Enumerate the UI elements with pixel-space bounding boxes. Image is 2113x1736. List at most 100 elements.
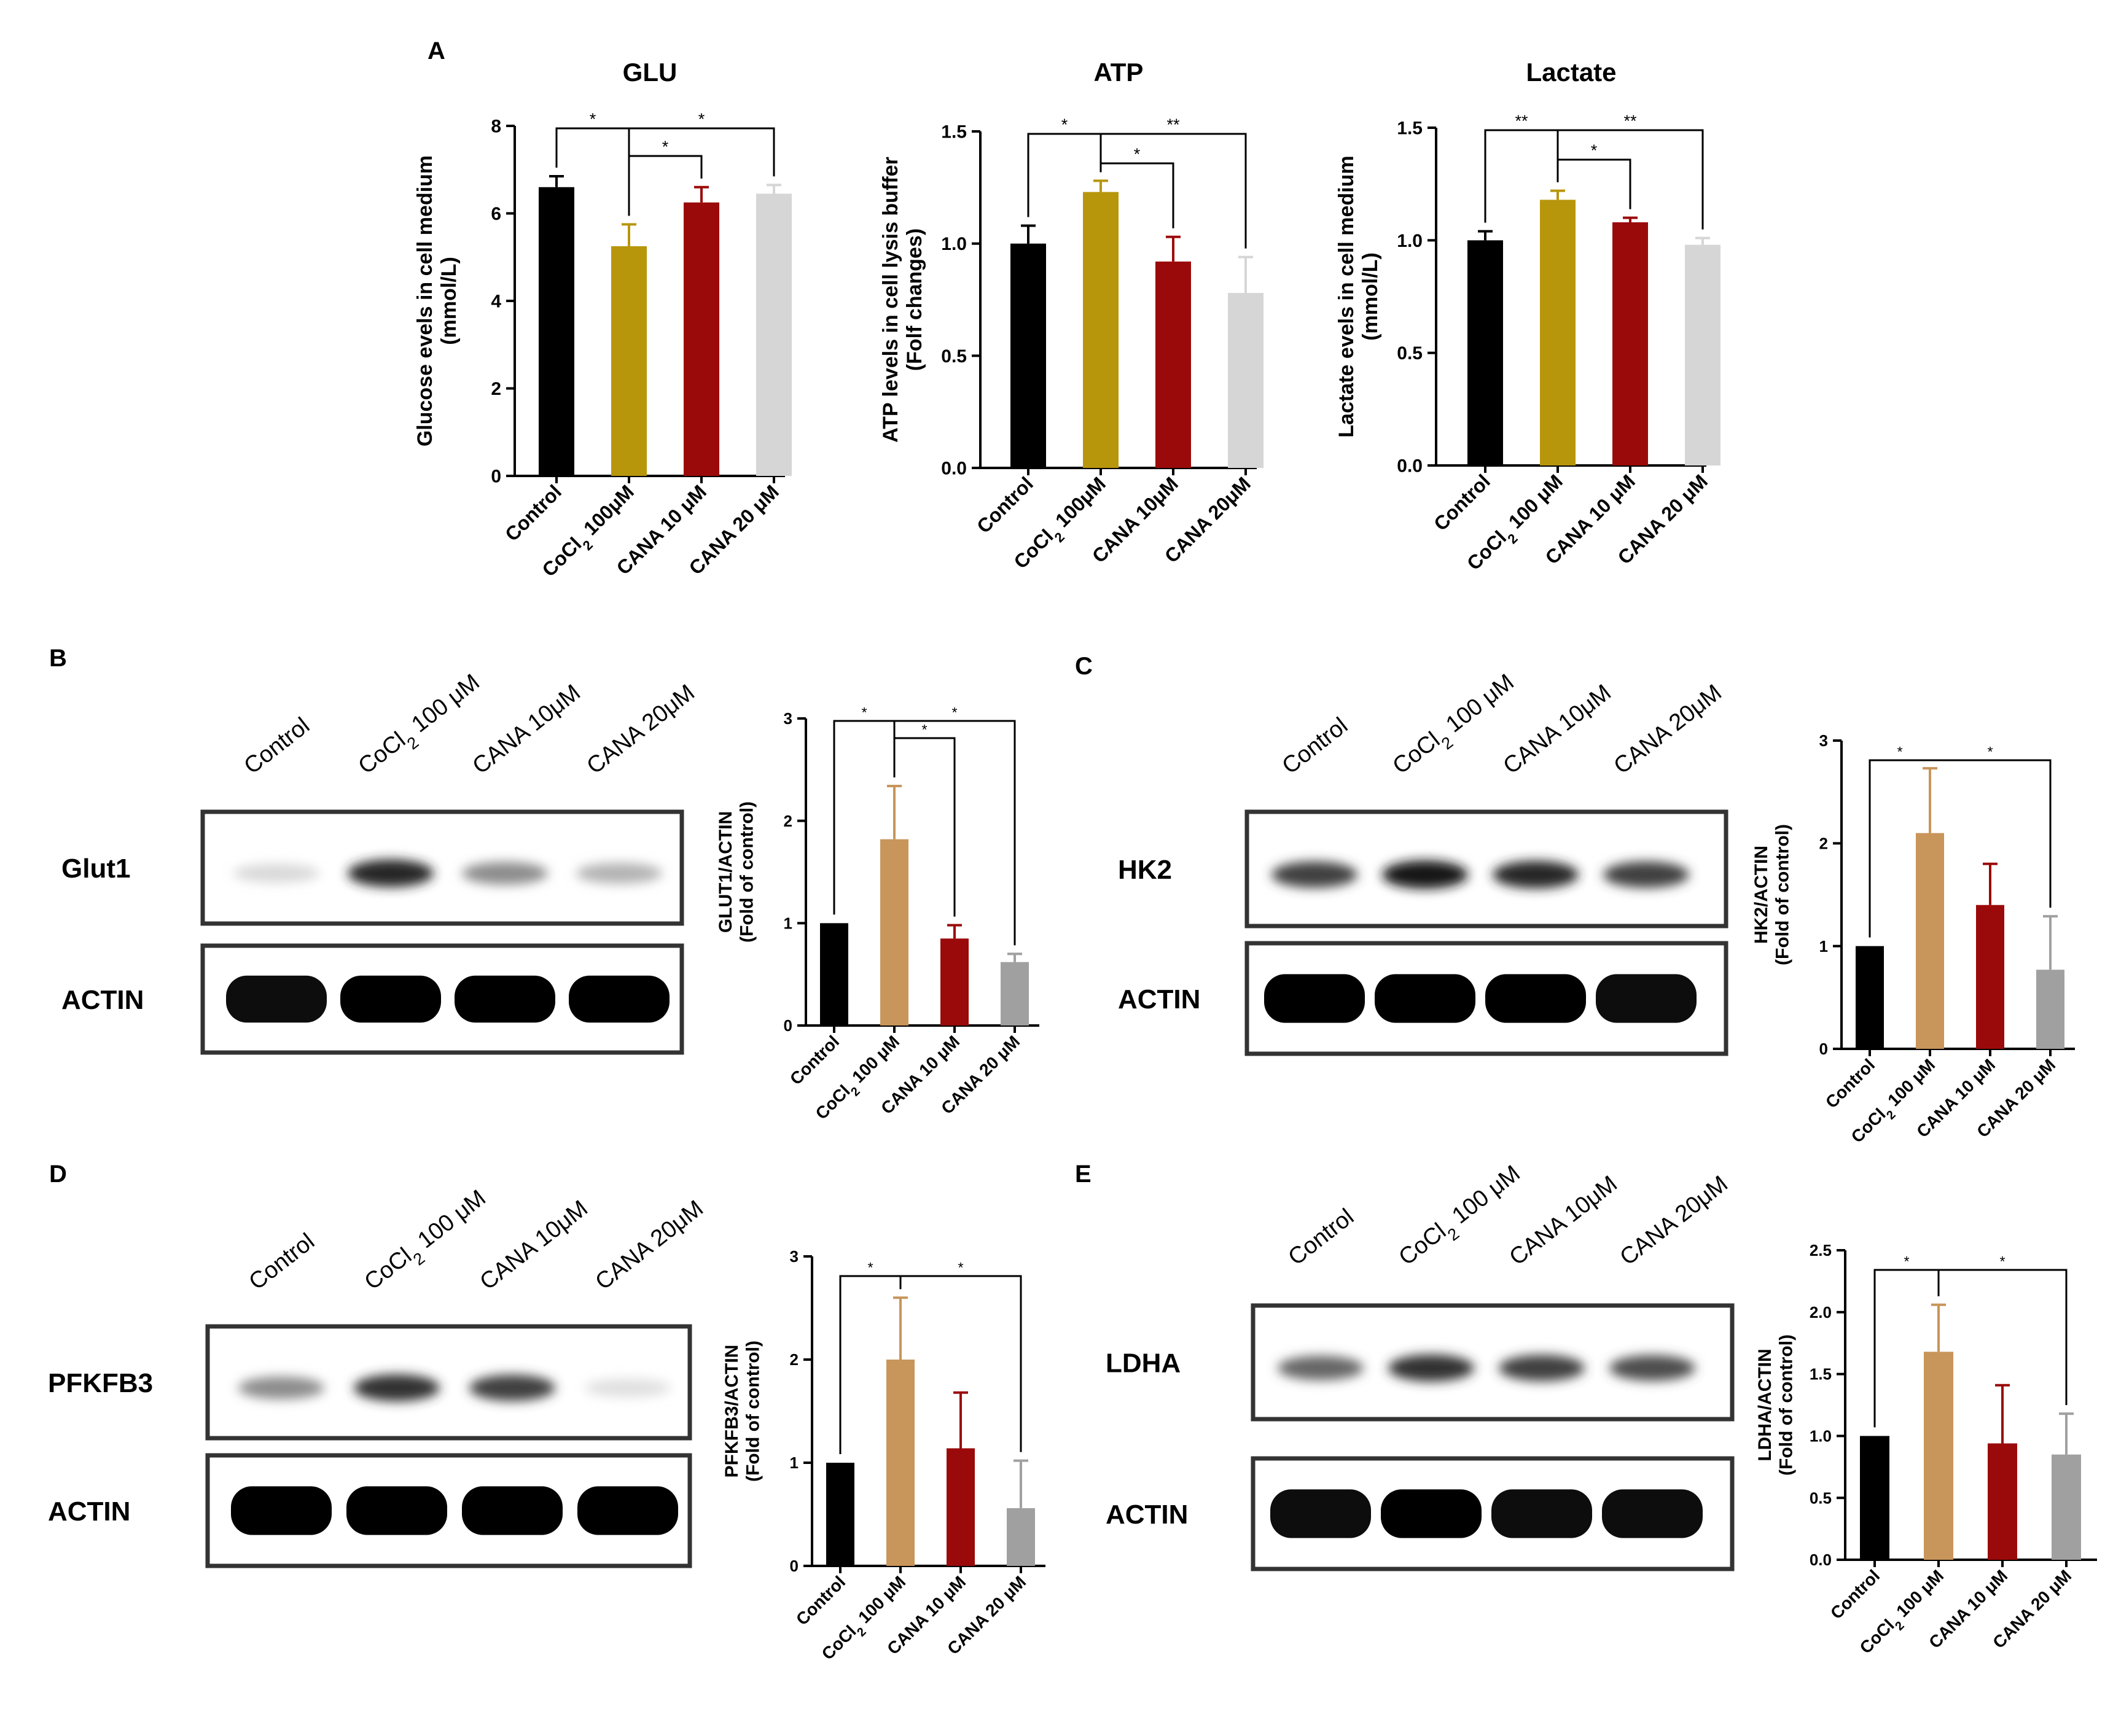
chart-title: ATP	[1094, 58, 1144, 87]
y-axis-label: PFKFB3/ACTIN (Fold of control)	[722, 1341, 764, 1482]
significance-label: **	[1515, 112, 1528, 130]
x-tick-label: Control	[501, 480, 566, 545]
y-tick-label: 2	[784, 812, 792, 830]
bar	[826, 1463, 854, 1566]
blot-band-target	[1493, 860, 1579, 889]
significance-label: *	[1591, 141, 1598, 160]
bar	[1685, 244, 1720, 465]
blot-band-actin	[577, 1486, 678, 1535]
significance-bracket	[899, 1275, 1022, 1452]
y-tick-label: 6	[491, 204, 501, 224]
blot-lane-label: Control	[1284, 1204, 1359, 1271]
y-axis-label-line: Glucose evels in cell medium	[413, 155, 437, 446]
bar	[1228, 293, 1264, 468]
blot-lane-label: Control	[244, 1229, 319, 1296]
y-tick-label: 0	[1819, 1040, 1828, 1058]
significance-label: *	[698, 110, 705, 128]
significance-label: **	[1166, 115, 1180, 134]
y-axis-label: ATP levels in cell lysis buffer (Folf cha…	[879, 157, 926, 443]
blot-band-target	[1382, 860, 1468, 889]
y-tick-label: 0.0	[1397, 456, 1423, 477]
y-tick-label: 2	[491, 379, 501, 399]
significance-label: *	[958, 1259, 963, 1275]
significance-label: *	[1897, 744, 1902, 760]
blot-band-actin	[1375, 974, 1475, 1023]
blot-band-actin	[455, 975, 555, 1023]
chart-ldha: 0.0 0.5 1.0 1.5 2.0 2.5 LDHA/ACTIN (Fold of con…	[1755, 1241, 2097, 1662]
blot-actin-label: ACTIN	[61, 985, 144, 1015]
y-tick-label: 2.0	[1810, 1303, 1832, 1321]
significance-bracket	[893, 720, 1016, 946]
bar	[1540, 200, 1576, 465]
blot-actin-label: ACTIN	[48, 1497, 130, 1527]
blot-band-target	[585, 1378, 671, 1398]
blot-band-actin	[340, 975, 441, 1023]
y-tick-label: 1.5	[941, 122, 967, 142]
y-tick-label: 3	[790, 1247, 799, 1266]
bar	[756, 193, 792, 476]
blot-band-target	[576, 863, 662, 884]
significance-bracket	[1556, 129, 1704, 230]
panel-label-e: E	[1075, 1161, 1092, 1188]
bar	[2052, 1454, 2081, 1560]
y-tick-label: 1.5	[1397, 119, 1423, 139]
blot-target-label: Glut1	[61, 854, 130, 884]
y-tick-label: 8	[491, 117, 501, 137]
y-tick-label: 0.5	[941, 346, 967, 367]
y-tick-label: 0	[491, 467, 501, 487]
chart-title: GLU	[623, 58, 678, 87]
panel-label-d: D	[49, 1161, 67, 1188]
blot-lane-label: CANA 20μM	[1609, 680, 1727, 779]
blot-lane-label: CANA 10μM	[468, 680, 585, 779]
significance-label: *	[662, 138, 669, 156]
blot-band-target	[462, 862, 548, 885]
x-tick-label: Control	[1429, 470, 1494, 535]
significance-bracket	[628, 127, 775, 216]
y-axis-label-line: LDHA/ACTIN	[1755, 1349, 1775, 1461]
bar	[1001, 962, 1029, 1026]
x-tick-label: Control	[972, 472, 1037, 537]
bar	[1083, 192, 1119, 468]
panel-label-c: C	[1075, 653, 1093, 680]
y-axis-label-line: GLUT1/ACTIN	[716, 811, 736, 933]
significance-bracket	[1937, 1269, 2068, 1406]
y-axis-label-line: (Fold of control)	[1773, 824, 1793, 965]
blot-band-target	[233, 863, 319, 883]
y-axis-label-line: (mmol/L)	[437, 257, 461, 345]
y-tick-label: 2	[1819, 834, 1828, 852]
significance-label: *	[1134, 145, 1141, 163]
y-tick-label: 3	[1819, 731, 1828, 750]
y-axis-label: GLUT1/ACTIN (Fold of control)	[716, 801, 757, 943]
significance-label: *	[1061, 115, 1068, 134]
blot-band-target	[1278, 1355, 1364, 1380]
blot-band-actin	[346, 1486, 447, 1535]
y-tick-label: 2	[790, 1350, 799, 1369]
significance-bracket	[1929, 759, 2052, 908]
blot-target-label: HK2	[1118, 855, 1172, 885]
y-axis-label: HK2/ACTIN (Fold of control)	[1751, 824, 1793, 965]
y-tick-label: 0.0	[1810, 1551, 1832, 1569]
y-tick-label: 1	[1819, 937, 1828, 956]
y-tick-label: 0.0	[941, 459, 967, 479]
blot-lane-label: CoCl2 100 μM	[1394, 1161, 1529, 1277]
blot-band-actin	[226, 975, 327, 1023]
blot-band-target	[1603, 861, 1689, 888]
y-tick-label: 0.5	[1397, 343, 1423, 364]
blot-band-actin	[1602, 1489, 1703, 1538]
blot-band-actin	[1270, 1489, 1371, 1538]
blot-band-target	[1271, 861, 1357, 888]
y-axis-label-line: PFKFB3/ACTIN	[722, 1345, 742, 1478]
blot-lane-label: CANA 20μM	[1615, 1171, 1733, 1271]
bar	[1467, 240, 1503, 465]
blot-band-actin	[231, 1486, 332, 1535]
significance-label: *	[1904, 1253, 1909, 1269]
blot-lane-label: CANA 20μM	[582, 680, 700, 779]
significance-label: *	[921, 722, 927, 738]
blot-band-actin	[1485, 974, 1586, 1023]
y-tick-label: 0	[790, 1557, 799, 1575]
blot-actin-label: ACTIN	[1106, 1500, 1188, 1530]
blot-band-target	[469, 1374, 555, 1401]
